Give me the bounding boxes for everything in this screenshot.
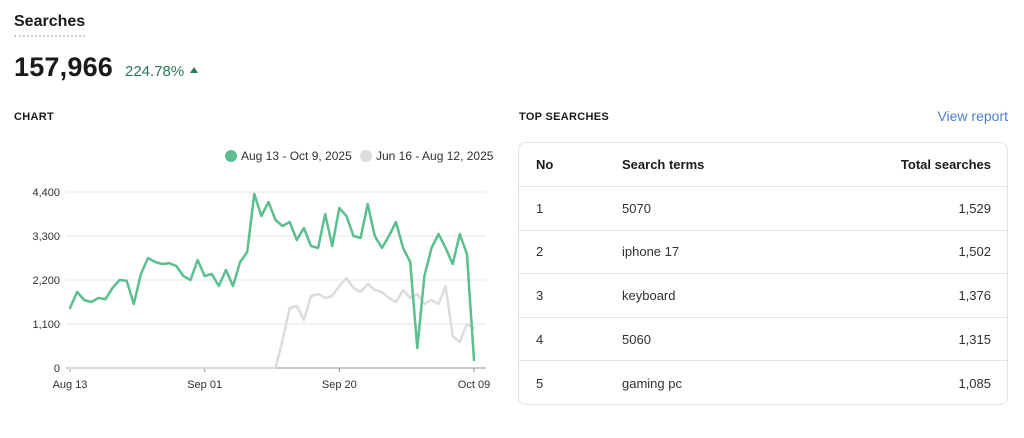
y-tick-label: 3,300 — [32, 231, 60, 243]
search-count: 1,085 — [958, 375, 991, 391]
y-tick-label: 1,100 — [32, 319, 60, 331]
metric-summary: 157,966 224.78% — [14, 52, 199, 83]
x-tick-label: Sep 20 — [322, 379, 357, 391]
legend-current-label: Aug 13 - Oct 9, 2025 — [241, 149, 352, 163]
legend-previous-swatch — [360, 150, 372, 162]
table-row: 2 iphone 17 1,502 — [519, 231, 1007, 275]
y-tick-label: 4,400 — [32, 187, 60, 199]
y-tick-label: 0 — [54, 363, 60, 375]
x-tick-label: Aug 13 — [53, 379, 88, 391]
change-value: 224.78% — [125, 63, 185, 80]
row-number: 4 — [536, 331, 544, 347]
row-number: 5 — [536, 375, 544, 391]
row-number: 1 — [536, 200, 544, 216]
column-header-no: No — [536, 157, 554, 172]
column-header-search-terms: Search terms — [622, 157, 705, 172]
x-tick-label: Sep 01 — [187, 379, 222, 391]
legend-previous-label: Jun 16 - Aug 12, 2025 — [376, 149, 494, 163]
table-header-row: No Search terms Total searches — [519, 143, 1007, 187]
search-term: gaming pc — [622, 375, 682, 391]
top-searches-label: TOP SEARCHES — [519, 111, 609, 123]
search-count: 1,502 — [958, 244, 991, 260]
search-term: 5070 — [622, 200, 651, 216]
current-period-line — [68, 192, 476, 362]
row-number: 3 — [536, 287, 544, 303]
table-row: 1 5070 1,529 — [519, 187, 1007, 231]
table-row: 3 keyboard 1,376 — [519, 274, 1007, 318]
searches-line-chart: 0 1,100 2,200 3,300 4,400 Aug 13 Sep 01 Sep 20 O… — [32, 149, 494, 391]
table-row: 5 gaming pc 1,085 — [519, 361, 1007, 404]
search-term: iphone 17 — [622, 244, 680, 260]
arrow-up-icon — [190, 67, 199, 73]
chart-section-label: CHART — [14, 111, 54, 123]
total-searches-value: 157,966 — [14, 52, 113, 82]
column-header-total-searches: Total searches — [900, 157, 991, 172]
view-report-link[interactable]: View report — [937, 108, 1008, 124]
search-term: keyboard — [622, 287, 676, 303]
table-row: 4 5060 1,315 — [519, 318, 1007, 362]
row-number: 2 — [536, 244, 544, 260]
change-percentage: 224.78% — [125, 63, 199, 80]
search-count: 1,376 — [958, 287, 991, 303]
top-searches-table: No Search terms Total searches 1 5070 1,… — [518, 142, 1008, 405]
x-tick-label: Oct 09 — [458, 379, 490, 391]
y-tick-label: 2,200 — [32, 275, 60, 287]
legend-current-swatch — [225, 150, 237, 162]
page-title: Searches — [14, 13, 86, 37]
search-term: 5060 — [622, 331, 651, 347]
previous-period-line — [68, 276, 476, 370]
search-count: 1,529 — [958, 200, 991, 216]
search-count: 1,315 — [958, 331, 991, 347]
